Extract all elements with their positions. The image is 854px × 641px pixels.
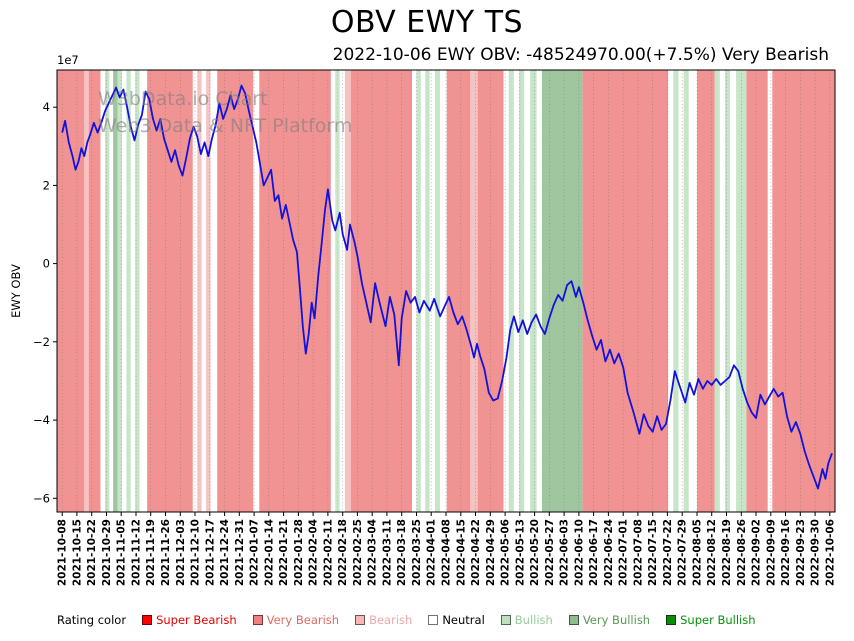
legend-label: Bullish [514, 613, 553, 627]
neutral-swatch-icon [428, 615, 439, 625]
svg-text:2022-07-08: 2022-07-08 [632, 519, 644, 586]
svg-text:2022-03-04: 2022-03-04 [367, 519, 379, 586]
svg-text:2021-10-29: 2021-10-29 [101, 519, 113, 586]
svg-text:0: 0 [43, 257, 50, 271]
svg-text:2021-11-12: 2021-11-12 [131, 519, 143, 586]
svg-text:2022-09-16: 2022-09-16 [780, 519, 792, 586]
rating-bands [57, 70, 835, 512]
svg-text:2022-10-06: 2022-10-06 [824, 519, 836, 586]
svg-text:2022-06-17: 2022-06-17 [588, 519, 600, 586]
bullish-swatch-icon [500, 615, 511, 625]
svg-text:2022-04-08: 2022-04-08 [441, 519, 453, 586]
svg-text:2021-11-19: 2021-11-19 [145, 519, 157, 586]
legend-label: Neutral [442, 613, 485, 627]
svg-text:2022-06-10: 2022-06-10 [573, 519, 585, 586]
svg-text:2022-02-11: 2022-02-11 [322, 519, 334, 586]
svg-text:2022-07-22: 2022-07-22 [662, 519, 674, 586]
legend-label: Super Bearish [156, 613, 237, 627]
svg-text:2: 2 [43, 178, 50, 192]
svg-text:2021-11-05: 2021-11-05 [116, 519, 128, 586]
very_bullish-swatch-icon [568, 615, 579, 625]
svg-text:2022-01-14: 2022-01-14 [263, 519, 275, 586]
super_bullish-swatch-icon [666, 615, 677, 625]
svg-text:2022-04-22: 2022-04-22 [470, 519, 482, 586]
svg-text:2022-04-01: 2022-04-01 [426, 519, 438, 586]
svg-text:2022-05-27: 2022-05-27 [544, 519, 556, 586]
chart-subtitle: 2022-10-06 EWY OBV: -48524970.00(+7.5%) … [332, 45, 829, 65]
y-axis: 4 2 0 −2 −4 −6 [33, 100, 57, 505]
bearish-swatch-icon [355, 615, 366, 625]
legend-item-very_bullish: Very Bullish [568, 613, 651, 627]
legend-label: Very Bullish [582, 613, 651, 627]
svg-text:2022-05-06: 2022-05-06 [500, 519, 512, 586]
svg-text:4: 4 [43, 100, 50, 114]
svg-text:2022-05-20: 2022-05-20 [529, 519, 541, 586]
svg-text:2022-06-03: 2022-06-03 [559, 519, 571, 586]
svg-text:2021-12-31: 2021-12-31 [234, 519, 246, 586]
svg-text:2022-04-15: 2022-04-15 [455, 519, 467, 586]
svg-text:2021-12-17: 2021-12-17 [204, 519, 216, 586]
svg-text:−6: −6 [33, 491, 50, 505]
legend: Rating color Super Bearish Very Bearish Be… [57, 613, 756, 627]
svg-text:2022-09-23: 2022-09-23 [795, 519, 807, 586]
super_bearish-swatch-icon [142, 615, 153, 625]
legend-label: Very Bearish [266, 613, 340, 627]
svg-text:2021-12-10: 2021-12-10 [190, 519, 202, 586]
legend-item-bullish: Bullish [500, 613, 553, 627]
svg-text:2021-12-24: 2021-12-24 [219, 519, 231, 586]
svg-text:2022-03-25: 2022-03-25 [411, 519, 423, 586]
svg-text:2021-10-22: 2021-10-22 [86, 519, 98, 586]
svg-text:2022-03-11: 2022-03-11 [381, 519, 393, 586]
svg-text:2022-08-12: 2022-08-12 [706, 519, 718, 586]
x-axis: 2021-10-08 2021-10-15 2021-10-22 2021-10-29… [57, 512, 836, 586]
obv-line [61, 84, 833, 490]
svg-text:2022-01-21: 2022-01-21 [278, 519, 290, 586]
svg-text:2021-11-26: 2021-11-26 [160, 519, 172, 586]
svg-text:2021-10-15: 2021-10-15 [71, 519, 83, 586]
legend-item-neutral: Neutral [428, 613, 485, 627]
svg-text:2022-09-30: 2022-09-30 [810, 519, 822, 586]
legend-items: Super Bearish Very Bearish Bearish Neutral B… [142, 613, 756, 627]
svg-text:−2: −2 [33, 335, 50, 349]
svg-text:2022-02-04: 2022-02-04 [308, 519, 320, 586]
svg-text:2022-07-15: 2022-07-15 [647, 519, 659, 586]
svg-text:2022-04-29: 2022-04-29 [485, 519, 497, 586]
svg-text:2022-08-26: 2022-08-26 [736, 519, 748, 586]
legend-item-super_bullish: Super Bullish [666, 613, 756, 627]
svg-text:2022-08-05: 2022-08-05 [692, 519, 704, 586]
svg-text:2022-02-25: 2022-02-25 [352, 519, 364, 586]
svg-text:2022-06-24: 2022-06-24 [603, 519, 615, 586]
svg-text:2022-03-18: 2022-03-18 [396, 519, 408, 586]
legend-item-very_bearish: Very Bearish [252, 613, 340, 627]
svg-text:2022-08-19: 2022-08-19 [721, 519, 733, 586]
svg-text:−4: −4 [33, 413, 50, 427]
legend-title: Rating color [57, 613, 127, 627]
legend-item-bearish: Bearish [355, 613, 412, 627]
legend-item-super_bearish: Super Bearish [142, 613, 237, 627]
legend-label: Super Bullish [680, 613, 756, 627]
legend-label: Bearish [369, 613, 413, 627]
svg-text:2022-09-02: 2022-09-02 [751, 519, 763, 586]
svg-text:2022-01-28: 2022-01-28 [293, 519, 305, 586]
svg-text:2022-02-18: 2022-02-18 [337, 519, 349, 586]
svg-text:2022-07-29: 2022-07-29 [677, 519, 689, 586]
very_bearish-swatch-icon [252, 615, 263, 625]
svg-text:2021-12-03: 2021-12-03 [175, 519, 187, 586]
y-axis-offset-label: 1e7 [57, 53, 79, 67]
svg-text:2022-07-01: 2022-07-01 [618, 519, 630, 586]
svg-text:2021-10-08: 2021-10-08 [57, 519, 69, 586]
gridlines [61, 70, 831, 512]
svg-text:2022-01-07: 2022-01-07 [249, 519, 261, 586]
chart-title: OBV EWY TS [330, 5, 524, 40]
svg-text:2022-05-13: 2022-05-13 [514, 519, 526, 586]
svg-text:2022-09-09: 2022-09-09 [765, 519, 777, 586]
